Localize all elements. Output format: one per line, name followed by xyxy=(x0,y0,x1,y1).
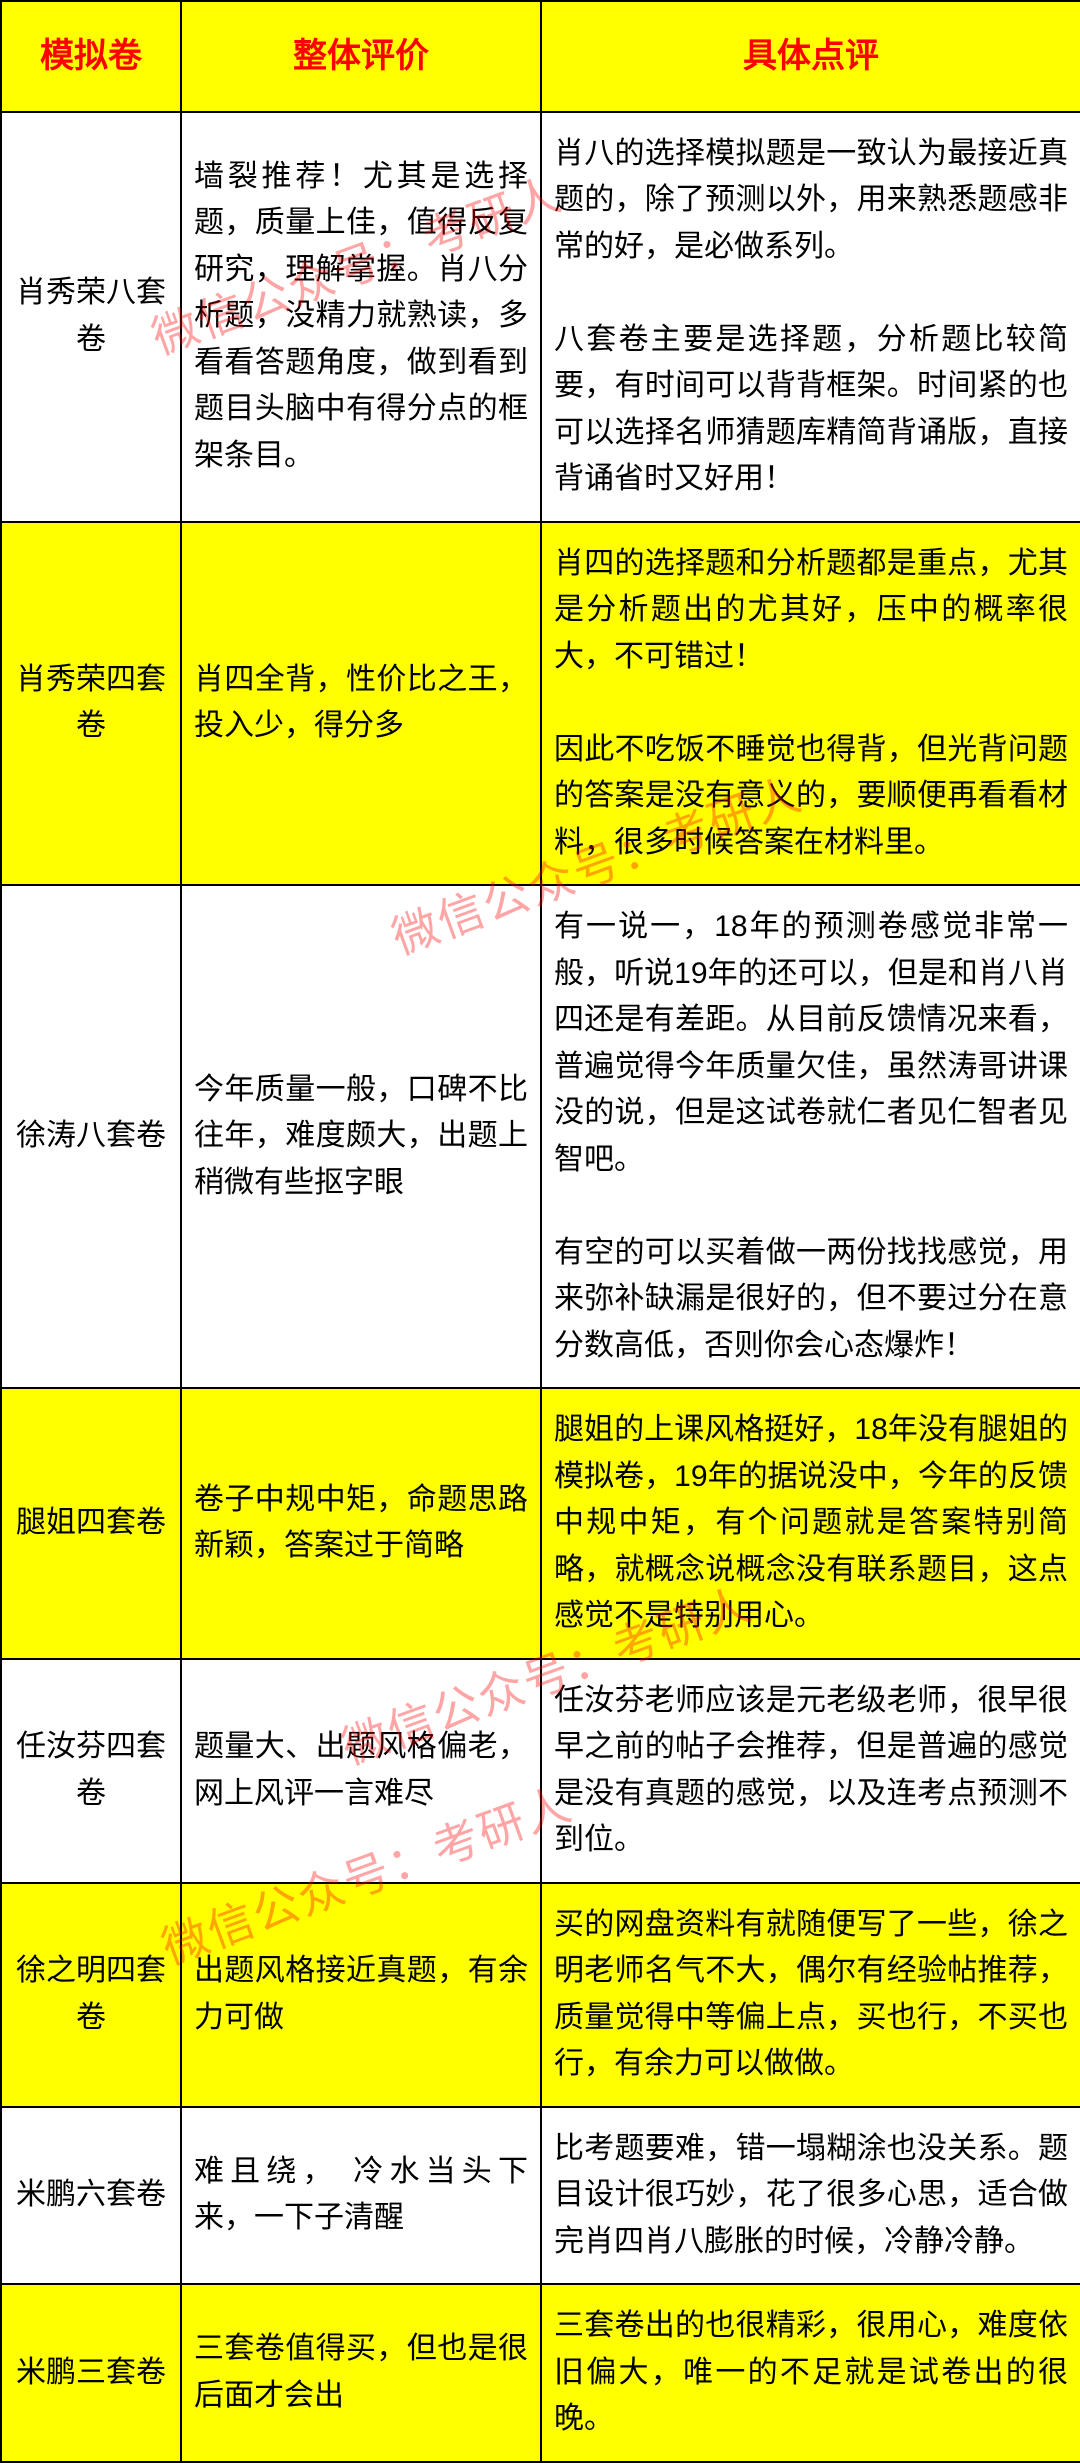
cell-name: 肖秀荣八套卷 xyxy=(1,112,181,522)
cell-overall: 卷子中规中矩，命题思路新颖，答案过于简略 xyxy=(181,1388,541,1659)
header-cell-2: 具体点评 xyxy=(541,1,1080,112)
cell-overall: 出题风格接近真题，有余力可做 xyxy=(181,1883,541,2107)
cell-detail: 有一说一，18年的预测卷感觉非常一般，听说19年的还可以，但是和肖八肖四还是有差… xyxy=(541,885,1080,1388)
cell-detail: 肖八的选择模拟题是一致认为最接近真题的，除了预测以外，用来熟悉题感非常的好，是必… xyxy=(541,112,1080,522)
cell-detail: 三套卷出的也很精彩，很用心，难度依旧偏大，唯一的不足就是试卷出的很晚。 xyxy=(541,2284,1080,2462)
table-row: 肖秀荣八套卷墙裂推荐！尤其是选择题，质量上佳，值得反复研究，理解掌握。肖八分析题… xyxy=(1,112,1080,522)
cell-detail: 腿姐的上课风格挺好，18年没有腿姐的模拟卷，19年的据说没中，今年的反馈中规中矩… xyxy=(541,1388,1080,1659)
cell-overall: 难且绕， 冷水当头下来，一下子清醒 xyxy=(181,2107,541,2285)
cell-detail: 买的网盘资料有就随便写了一些，徐之明老师名气不大，偶尔有经验帖推荐，质量觉得中等… xyxy=(541,1883,1080,2107)
table-row: 肖秀荣四套卷肖四全背，性价比之王，投入少，得分多肖四的选择题和分析题都是重点，尤… xyxy=(1,522,1080,886)
review-table: 模拟卷整体评价具体点评 肖秀荣八套卷墙裂推荐！尤其是选择题，质量上佳，值得反复研… xyxy=(0,0,1080,2463)
table-row: 任汝芬四套卷题量大、出题风格偏老，网上风评一言难尽任汝芬老师应该是元老级老师，很… xyxy=(1,1659,1080,1883)
table-container: 模拟卷整体评价具体点评 肖秀荣八套卷墙裂推荐！尤其是选择题，质量上佳，值得反复研… xyxy=(0,0,1080,2463)
cell-name: 米鹏三套卷 xyxy=(1,2284,181,2462)
table-row: 米鹏三套卷三套卷值得买，但也是很后面才会出三套卷出的也很精彩，很用心，难度依旧偏… xyxy=(1,2284,1080,2462)
cell-name: 任汝芬四套卷 xyxy=(1,1659,181,1883)
cell-overall: 题量大、出题风格偏老，网上风评一言难尽 xyxy=(181,1659,541,1883)
cell-detail: 比考题要难，错一塌糊涂也没关系。题目设计很巧妙，花了很多心思，适合做完肖四肖八膨… xyxy=(541,2107,1080,2285)
cell-overall: 墙裂推荐！尤其是选择题，质量上佳，值得反复研究，理解掌握。肖八分析题，没精力就熟… xyxy=(181,112,541,522)
header-cell-1: 整体评价 xyxy=(181,1,541,112)
cell-name: 肖秀荣四套卷 xyxy=(1,522,181,886)
table-row: 徐涛八套卷今年质量一般，口碑不比往年，难度颇大，出题上稍微有些抠字眼有一说一，1… xyxy=(1,885,1080,1388)
header-cell-0: 模拟卷 xyxy=(1,1,181,112)
cell-overall: 肖四全背，性价比之王，投入少，得分多 xyxy=(181,522,541,886)
table-row: 米鹏六套卷难且绕， 冷水当头下来，一下子清醒比考题要难，错一塌糊涂也没关系。题目… xyxy=(1,2107,1080,2285)
cell-name: 腿姐四套卷 xyxy=(1,1388,181,1659)
cell-overall: 今年质量一般，口碑不比往年，难度颇大，出题上稍微有些抠字眼 xyxy=(181,885,541,1388)
cell-detail: 肖四的选择题和分析题都是重点，尤其是分析题出的尤其好，压中的概率很大，不可错过！… xyxy=(541,522,1080,886)
cell-detail: 任汝芬老师应该是元老级老师，很早很早之前的帖子会推荐，但是普遍的感觉是没有真题的… xyxy=(541,1659,1080,1883)
cell-name: 徐涛八套卷 xyxy=(1,885,181,1388)
table-row: 徐之明四套卷出题风格接近真题，有余力可做买的网盘资料有就随便写了一些，徐之明老师… xyxy=(1,1883,1080,2107)
cell-overall: 三套卷值得买，但也是很后面才会出 xyxy=(181,2284,541,2462)
table-header-row: 模拟卷整体评价具体点评 xyxy=(1,1,1080,112)
cell-name: 徐之明四套卷 xyxy=(1,1883,181,2107)
table-body: 肖秀荣八套卷墙裂推荐！尤其是选择题，质量上佳，值得反复研究，理解掌握。肖八分析题… xyxy=(1,112,1080,2462)
cell-name: 米鹏六套卷 xyxy=(1,2107,181,2285)
table-row: 腿姐四套卷卷子中规中矩，命题思路新颖，答案过于简略腿姐的上课风格挺好，18年没有… xyxy=(1,1388,1080,1659)
